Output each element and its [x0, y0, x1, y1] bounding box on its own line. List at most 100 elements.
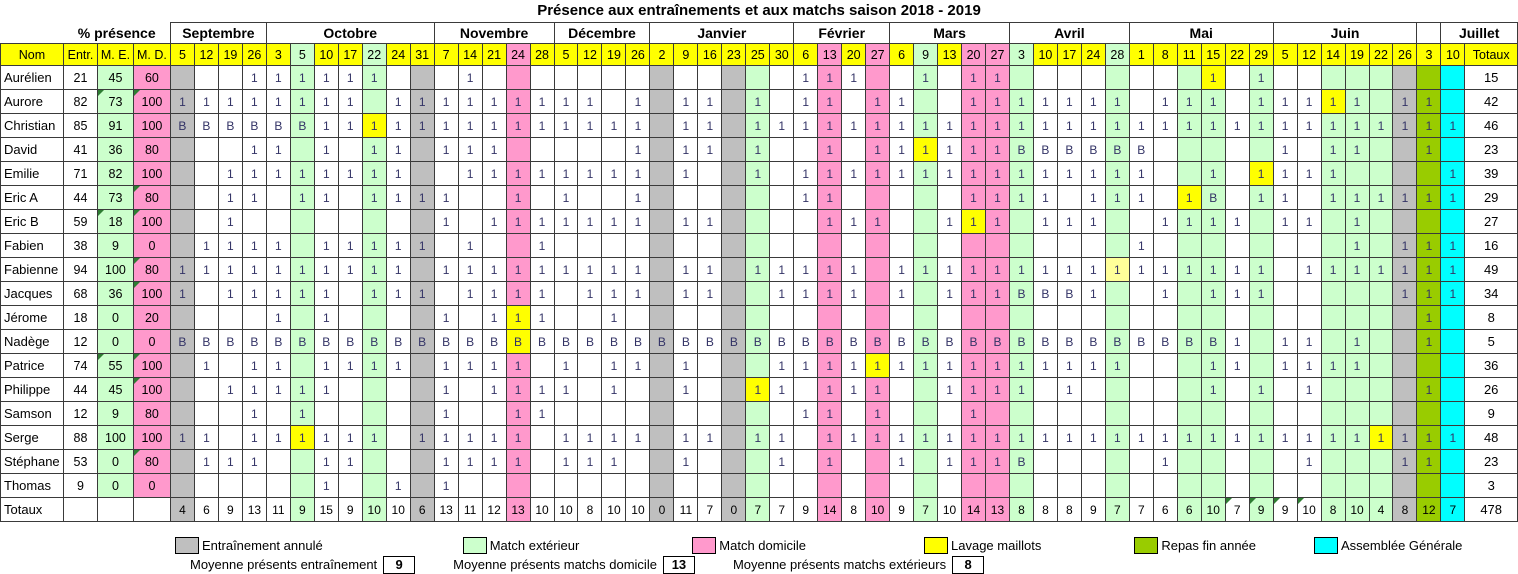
attendance-cell[interactable] [913, 185, 939, 210]
attendance-cell[interactable] [1176, 161, 1202, 186]
attendance-cell[interactable] [1320, 449, 1346, 474]
attendance-cell[interactable] [1152, 233, 1178, 258]
row-total[interactable]: 27 [1464, 209, 1518, 234]
attendance-cell[interactable]: 1 [313, 113, 339, 138]
attendance-cell[interactable]: 1 [1296, 449, 1322, 474]
attendance-cell[interactable] [409, 137, 435, 162]
attendance-cell[interactable] [1248, 233, 1274, 258]
attendance-cell[interactable]: 1 [241, 137, 267, 162]
attendance-cell[interactable]: 1 [457, 449, 483, 474]
attendance-cell[interactable] [1344, 305, 1370, 330]
attendance-cell[interactable]: 1 [1392, 257, 1418, 282]
attendance-cell[interactable]: 1 [337, 161, 363, 186]
attendance-cell[interactable] [649, 113, 675, 138]
attendance-cell[interactable]: 1 [241, 281, 267, 306]
attendance-cell[interactable]: 1 [1152, 209, 1178, 234]
attendance-cell[interactable]: 1 [601, 209, 627, 234]
attendance-cell[interactable]: 1 [313, 305, 339, 330]
attendance-cell[interactable]: 1 [481, 449, 507, 474]
attendance-cell[interactable]: 1 [433, 89, 459, 114]
attendance-cell[interactable] [745, 401, 771, 426]
attendance-cell[interactable] [193, 473, 219, 498]
attendance-cell[interactable]: 1 [817, 65, 843, 90]
attendance-cell[interactable]: 1 [817, 185, 843, 210]
attendance-cell[interactable] [649, 377, 675, 402]
attendance-cell[interactable]: 1 [1224, 113, 1250, 138]
attendance-cell[interactable] [649, 353, 675, 378]
player-name[interactable]: Philippe [0, 377, 64, 402]
grand-total[interactable]: 478 [1464, 497, 1518, 522]
attendance-cell[interactable]: 1 [481, 425, 507, 450]
attendance-cell[interactable] [553, 281, 579, 306]
attendance-cell[interactable] [1176, 449, 1202, 474]
attendance-cell[interactable]: 1 [1104, 257, 1130, 282]
attendance-cell[interactable]: 1 [937, 137, 963, 162]
attendance-cell[interactable]: 1 [1320, 185, 1346, 210]
attendance-cell[interactable]: 1 [889, 449, 915, 474]
column-total[interactable]: 11 [457, 497, 483, 522]
attendance-cell[interactable]: 1 [529, 113, 555, 138]
attendance-cell[interactable]: 1 [265, 137, 291, 162]
attendance-cell[interactable]: 1 [1032, 425, 1058, 450]
attendance-cell[interactable]: 1 [1272, 353, 1298, 378]
attendance-cell[interactable]: 1 [1080, 281, 1106, 306]
attendance-cell[interactable] [553, 137, 579, 162]
column-total[interactable]: 8 [1392, 497, 1418, 522]
attendance-cell[interactable] [1344, 161, 1370, 186]
attendance-cell[interactable]: 1 [385, 473, 411, 498]
attendance-cell[interactable] [169, 185, 195, 210]
attendance-cell[interactable] [1440, 305, 1466, 330]
attendance-cell[interactable]: 1 [673, 281, 699, 306]
attendance-cell[interactable] [913, 473, 939, 498]
column-total[interactable]: 10 [625, 497, 651, 522]
attendance-cell[interactable] [361, 449, 387, 474]
attendance-cell[interactable]: 1 [457, 425, 483, 450]
attendance-cell[interactable]: 1 [841, 257, 867, 282]
date-header[interactable]: 17 [337, 43, 363, 66]
attendance-cell[interactable]: 1 [937, 449, 963, 474]
player-name[interactable]: Samson [0, 401, 64, 426]
attendance-cell[interactable] [601, 473, 627, 498]
attendance-cell[interactable]: 1 [985, 449, 1010, 474]
attendance-cell[interactable] [1296, 137, 1322, 162]
attendance-cell[interactable] [1224, 449, 1250, 474]
attendance-cell[interactable]: 1 [817, 449, 843, 474]
attendance-cell[interactable] [337, 281, 363, 306]
attendance-cell[interactable] [1224, 137, 1250, 162]
pct-entrainement[interactable]: 12 [62, 329, 98, 354]
attendance-cell[interactable] [1008, 305, 1034, 330]
attendance-cell[interactable] [1032, 233, 1058, 258]
attendance-cell[interactable] [625, 305, 651, 330]
attendance-cell[interactable]: 1 [817, 257, 843, 282]
attendance-cell[interactable] [841, 89, 867, 114]
attendance-cell[interactable] [265, 473, 291, 498]
attendance-cell[interactable]: 1 [505, 401, 531, 426]
attendance-cell[interactable] [625, 401, 651, 426]
attendance-cell[interactable] [1368, 329, 1394, 354]
attendance-cell[interactable]: 1 [1272, 209, 1298, 234]
row-total[interactable]: 49 [1464, 257, 1518, 282]
attendance-cell[interactable]: 1 [937, 377, 963, 402]
attendance-cell[interactable] [1056, 449, 1082, 474]
attendance-cell[interactable]: 1 [673, 137, 699, 162]
attendance-cell[interactable]: 1 [385, 89, 411, 114]
attendance-cell[interactable]: 1 [457, 137, 483, 162]
attendance-cell[interactable]: B [625, 329, 651, 354]
attendance-cell[interactable] [1392, 209, 1418, 234]
attendance-cell[interactable]: 1 [961, 281, 986, 306]
attendance-cell[interactable]: 1 [1176, 257, 1202, 282]
attendance-cell[interactable] [697, 401, 723, 426]
attendance-cell[interactable]: 1 [1224, 353, 1250, 378]
attendance-cell[interactable]: 1 [817, 209, 843, 234]
attendance-cell[interactable] [1368, 281, 1394, 306]
attendance-cell[interactable]: 1 [1272, 185, 1298, 210]
attendance-cell[interactable]: 1 [241, 233, 267, 258]
attendance-cell[interactable]: 1 [1008, 353, 1034, 378]
attendance-cell[interactable] [1080, 305, 1106, 330]
attendance-cell[interactable] [1272, 377, 1298, 402]
attendance-cell[interactable] [1368, 209, 1394, 234]
attendance-cell[interactable]: 1 [1176, 185, 1202, 210]
attendance-cell[interactable]: 1 [577, 281, 603, 306]
attendance-cell[interactable] [937, 473, 963, 498]
attendance-cell[interactable]: 1 [433, 209, 459, 234]
